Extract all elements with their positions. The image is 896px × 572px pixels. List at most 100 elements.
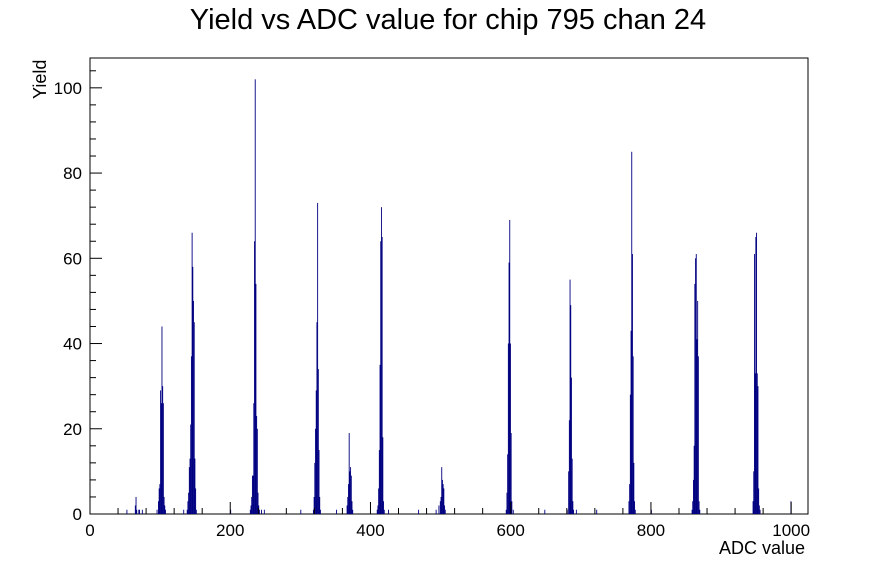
histogram-bar <box>315 428 316 514</box>
y-axis: 0 20 40 60 80 100 <box>54 70 102 524</box>
histogram-bar <box>188 492 190 514</box>
histogram-bar <box>444 505 445 514</box>
histogram-bar <box>314 462 316 514</box>
histogram-bar <box>509 219 511 514</box>
histogram-bar <box>313 496 315 514</box>
x-axis: 0 200 400 600 800 1000 <box>85 502 810 540</box>
histogram-bar <box>442 484 444 514</box>
histogram-bar <box>695 254 697 515</box>
histogram-bar <box>507 454 509 514</box>
histogram-bar <box>160 403 162 514</box>
histogram-bar <box>195 509 197 514</box>
histogram-bar <box>758 505 760 514</box>
histogram-bar <box>754 373 756 514</box>
histogram-bar <box>315 390 317 514</box>
histogram-bar <box>755 236 757 515</box>
histogram-bar <box>568 471 570 514</box>
histogram-bar <box>756 232 758 515</box>
histogram-bar <box>318 450 320 514</box>
histogram-bar <box>163 496 165 514</box>
histogram-bar <box>348 433 350 514</box>
histogram-bar <box>190 424 192 514</box>
histogram-bar <box>752 501 754 514</box>
histogram-bar <box>757 386 759 514</box>
histogram-bar <box>254 241 255 514</box>
histogram-bar <box>349 471 351 514</box>
histogram-bar <box>692 501 694 514</box>
histogram-bar <box>186 509 188 514</box>
histogram-bar <box>256 428 258 514</box>
histogram-bar <box>510 433 512 514</box>
histogram-bar <box>512 509 514 514</box>
x-tick-label: 800 <box>637 521 665 540</box>
histogram-bar <box>435 509 437 514</box>
histogram-bar <box>251 496 253 514</box>
histogram-bar <box>126 509 128 514</box>
histogram-bar <box>138 509 140 514</box>
histogram-bar <box>249 509 251 514</box>
histogram-bar <box>573 509 575 514</box>
histogram-bar <box>261 509 262 514</box>
histogram-bar <box>253 403 255 514</box>
histogram-bar <box>251 475 253 514</box>
histogram-bar <box>193 322 195 514</box>
histogram-bar <box>632 356 634 514</box>
histogram-bar <box>693 479 694 514</box>
histogram-bar <box>759 509 761 514</box>
histogram-bar <box>596 509 598 514</box>
histogram-bar <box>510 343 511 514</box>
histogram-bar <box>139 509 140 514</box>
chart-title: Yield vs ADC value for chip 795 chan 24 <box>189 4 707 36</box>
histogram-bars <box>126 79 792 515</box>
histogram-bar <box>350 467 352 514</box>
histogram-bar <box>630 330 632 514</box>
histogram-bar <box>193 300 194 514</box>
y-axis-title: Yield <box>30 60 50 99</box>
histogram-bar <box>754 254 755 515</box>
plot-frame <box>89 57 809 515</box>
histogram-bar <box>511 501 513 514</box>
y-tick-label: 20 <box>63 420 82 439</box>
histogram-bar <box>506 492 508 514</box>
histogram-bar <box>695 258 697 514</box>
histogram-bar <box>698 501 700 514</box>
histogram-bar <box>443 488 445 514</box>
x-axis-title: ADC value <box>719 538 805 558</box>
histogram-bar <box>756 373 758 514</box>
histogram-bar <box>136 509 138 514</box>
histogram-bar <box>188 467 190 514</box>
histogram-bar <box>628 501 630 514</box>
histogram-bar <box>440 496 442 514</box>
histogram-bar <box>441 467 443 514</box>
x-tick-label: 1000 <box>772 521 810 540</box>
histogram-bar <box>316 322 318 514</box>
y-tick-label: 40 <box>63 335 82 354</box>
histogram-bar <box>162 403 164 514</box>
histogram-bar <box>382 437 384 514</box>
histogram-bar <box>164 505 166 514</box>
histogram-bar <box>160 390 162 514</box>
histogram-bar <box>378 488 380 514</box>
histogram-bar <box>699 509 701 514</box>
histogram-bar <box>444 509 446 514</box>
histogram-bar <box>629 394 631 514</box>
histogram-bar <box>162 386 164 514</box>
histogram-bar <box>380 207 382 514</box>
histogram-bar <box>544 509 546 514</box>
histogram-bar <box>380 241 382 514</box>
histogram-bar <box>634 509 636 514</box>
histogram-bar <box>383 501 384 514</box>
histogram-bar <box>383 509 385 514</box>
histogram-bar <box>575 509 577 514</box>
histogram-bar <box>141 509 143 514</box>
histogram-bar <box>257 492 259 514</box>
histogram-bar <box>134 505 136 514</box>
y-tick-label: 0 <box>73 505 82 524</box>
histogram-bar <box>158 501 159 514</box>
histogram-bar <box>631 151 633 514</box>
histogram-bar <box>568 420 570 514</box>
histogram-bar <box>438 505 440 514</box>
histogram-bar <box>381 236 383 515</box>
histogram-bar <box>189 458 191 514</box>
histogram-bar <box>135 496 137 514</box>
